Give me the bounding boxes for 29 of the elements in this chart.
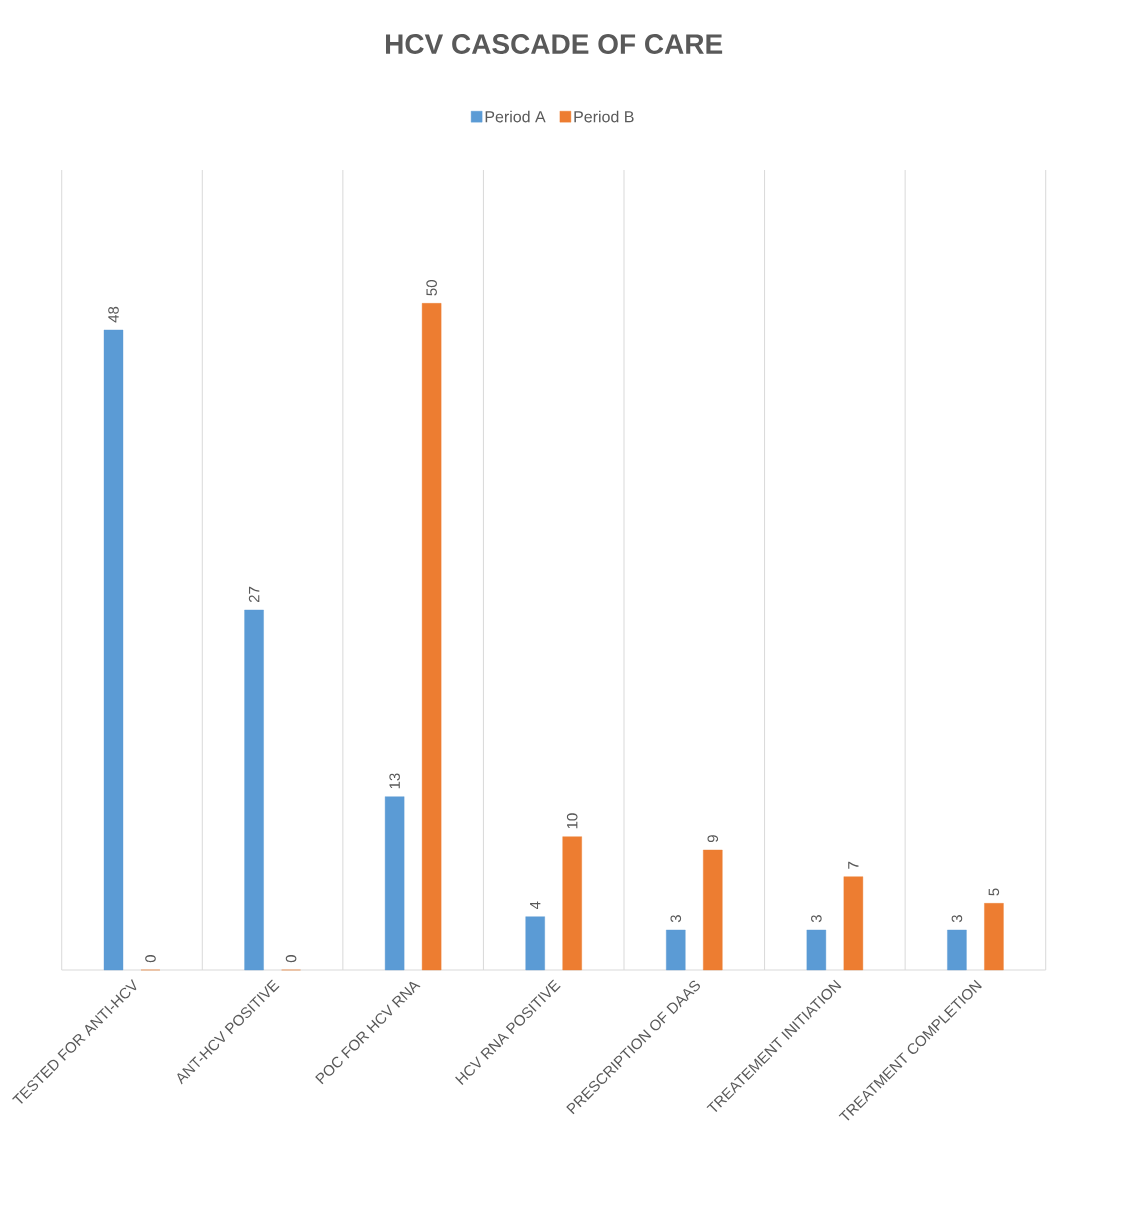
bar — [562, 836, 582, 971]
data-label: 48 — [108, 306, 119, 323]
legend-label: Period B — [574, 110, 634, 123]
bar — [244, 609, 264, 971]
data-label: 4 — [530, 901, 541, 910]
bar — [984, 903, 1004, 971]
chart-title: HCV CASCADE OF CARE — [386, 34, 723, 54]
data-label: 50 — [426, 280, 437, 296]
bar — [843, 876, 864, 971]
bar — [947, 929, 967, 971]
data-label: 3 — [811, 915, 822, 923]
bar — [525, 916, 545, 971]
data-label: 0 — [285, 955, 297, 963]
bar — [703, 849, 723, 971]
data-label: 10 — [566, 813, 578, 829]
bar — [666, 929, 686, 971]
data-label: 3 — [670, 915, 682, 923]
data-label: 7 — [848, 861, 859, 869]
data-label: 9 — [707, 835, 719, 843]
data-label: 3 — [951, 915, 963, 923]
legend-label: Period A — [485, 110, 546, 123]
data-label: 27 — [248, 586, 260, 603]
bar — [421, 303, 442, 971]
data-label: 13 — [389, 773, 400, 789]
bar — [806, 929, 827, 971]
bar — [103, 329, 124, 971]
bar — [384, 796, 405, 971]
data-label: 0 — [145, 955, 156, 963]
data-label: 5 — [988, 888, 1000, 896]
